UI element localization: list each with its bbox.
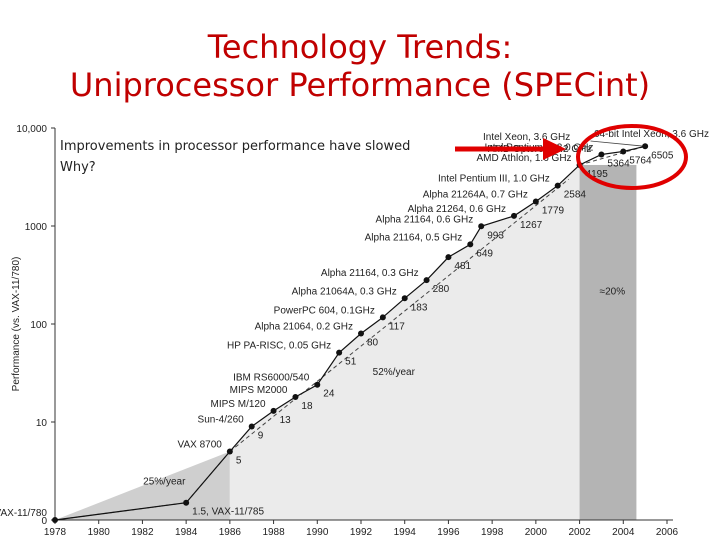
x-tick-label: 1984 <box>175 527 198 538</box>
point-name-6: IBM RS6000/540 <box>233 373 310 384</box>
x-tick-label: 2004 <box>612 527 635 538</box>
data-point-12 <box>445 254 452 261</box>
point-value-9: 117 <box>389 321 405 332</box>
y-tick-label: 10 <box>36 418 48 429</box>
point-value-3: 9 <box>258 430 264 441</box>
x-tick-label: 2006 <box>656 527 679 538</box>
point-value-13: 649 <box>476 248 493 259</box>
y-tick-label: 10,000 <box>16 124 47 135</box>
data-point-2 <box>226 448 233 455</box>
series-line <box>54 145 646 521</box>
x-tick-label: 1988 <box>262 527 285 538</box>
x-tick-label: 1980 <box>88 527 111 538</box>
point-name-2: VAX 8700 <box>178 440 223 451</box>
data-point-19 <box>598 151 605 158</box>
point-value-18: 4195 <box>586 169 609 180</box>
point-name-11: Alpha 21164, 0.3 GHz <box>321 268 419 279</box>
point-name-3: Sun-4/260 <box>198 414 245 425</box>
slide-title-line-2: Uniprocessor Performance (SPECint) <box>69 66 651 104</box>
point-name-8: Alpha 21064, 0.2 GHz <box>255 321 353 332</box>
point-name-9: PowerPC 604, 0.1GHz <box>274 305 375 316</box>
data-point-21 <box>642 143 649 150</box>
point-name-10: Alpha 21064A, 0.3 GHz <box>292 286 397 297</box>
growth-annotation-2: ≈20% <box>600 286 626 297</box>
data-point-11 <box>423 277 430 284</box>
trend-line-52 <box>229 178 569 452</box>
point-name-16: Alpha 21264A, 0.7 GHz <box>423 189 528 200</box>
note-text: Improvements in processor performance ha… <box>60 139 411 154</box>
data-point-5 <box>292 393 299 400</box>
x-tick-label: 1994 <box>394 527 417 538</box>
growth-region-20 <box>579 164 637 520</box>
data-point-1 <box>183 499 190 506</box>
point-value-5: 18 <box>301 401 313 412</box>
point-name-15: Alpha 21264, 0.6 GHz <box>408 204 506 215</box>
x-tick-label: 1998 <box>481 527 504 538</box>
y-tick-label: 100 <box>30 320 47 331</box>
growth-region-52 <box>229 164 580 520</box>
top-label-xeon-64: 64-bit Intel Xeon, 3.6 GHz <box>594 129 709 140</box>
data-point-7 <box>336 349 343 356</box>
point-value-2: 5 <box>236 456 242 467</box>
point-value-14: 993 <box>487 230 504 241</box>
point-value-10: 183 <box>411 302 428 313</box>
note-question: Why? <box>60 160 96 175</box>
point-value-8: 80 <box>367 337 379 348</box>
y-axis-label: Performance (vs. VAX-11/780) <box>11 257 22 392</box>
slide-title-line-1: Technology Trends: <box>207 28 513 66</box>
point-value-21: 6505 <box>651 150 674 161</box>
data-point-16 <box>532 198 539 205</box>
highlight-arrow-head <box>543 138 566 160</box>
data-point-17 <box>554 182 561 189</box>
point-value-15: 1267 <box>520 220 543 231</box>
point-value-12: 481 <box>454 261 471 272</box>
x-tick-label: 1982 <box>131 527 154 538</box>
x-tick-label: 1986 <box>219 527 242 538</box>
x-tick-label: 1992 <box>350 527 373 538</box>
point-value-20: 5764 <box>629 155 652 166</box>
growth-annotation-1: 52%/year <box>373 367 416 378</box>
point-name-17: Intel Pentium III, 1.0 GHz <box>438 174 550 185</box>
highlight-ellipse <box>576 124 688 190</box>
x-tick-label: 1996 <box>437 527 460 538</box>
point-name-18: AMD Athlon, 1.6 GHz <box>477 153 572 164</box>
point-name-0: VAX-11/780 <box>0 508 47 519</box>
y-tick-label: 0 <box>41 516 47 527</box>
point-name-13: Alpha 21164, 0.5 GHz <box>365 232 463 243</box>
growth-annotation-0: 25%/year <box>143 477 186 488</box>
point-value-1: 1.5, VAX-11/785 <box>192 507 264 518</box>
data-point-0 <box>52 517 58 523</box>
data-point-8 <box>358 330 364 337</box>
point-name-5: MIPS M2000 <box>230 385 288 396</box>
data-point-14 <box>478 223 485 230</box>
data-point-4 <box>270 407 277 414</box>
label-leader-line <box>590 140 646 147</box>
data-point-15 <box>511 212 517 219</box>
point-value-17: 2584 <box>564 190 587 201</box>
point-name-7: HP PA-RISC, 0.05 GHz <box>227 341 331 352</box>
x-tick-label: 2002 <box>568 527 591 538</box>
point-name-4: MIPS M/120 <box>211 399 266 410</box>
y-tick-label: 1000 <box>25 222 48 233</box>
data-point-9 <box>379 314 386 321</box>
point-value-16: 1779 <box>542 205 565 216</box>
point-value-4: 13 <box>280 415 292 426</box>
data-point-6 <box>314 381 321 388</box>
data-point-13 <box>467 241 474 248</box>
x-tick-label: 2000 <box>525 527 548 538</box>
x-tick-label: 1978 <box>44 527 67 538</box>
data-point-20 <box>620 148 627 155</box>
point-value-6: 24 <box>323 389 335 400</box>
data-point-10 <box>401 295 408 302</box>
top-label-xeon: Intel Xeon, 3.6 GHz <box>483 132 570 143</box>
data-point-3 <box>248 423 255 430</box>
point-name-14: Alpha 21164, 0.6 GHz <box>376 214 474 225</box>
x-tick-label: 1990 <box>306 527 329 538</box>
point-value-11: 280 <box>433 284 450 295</box>
point-value-19: 5364 <box>607 159 630 170</box>
point-value-7: 51 <box>345 357 357 368</box>
